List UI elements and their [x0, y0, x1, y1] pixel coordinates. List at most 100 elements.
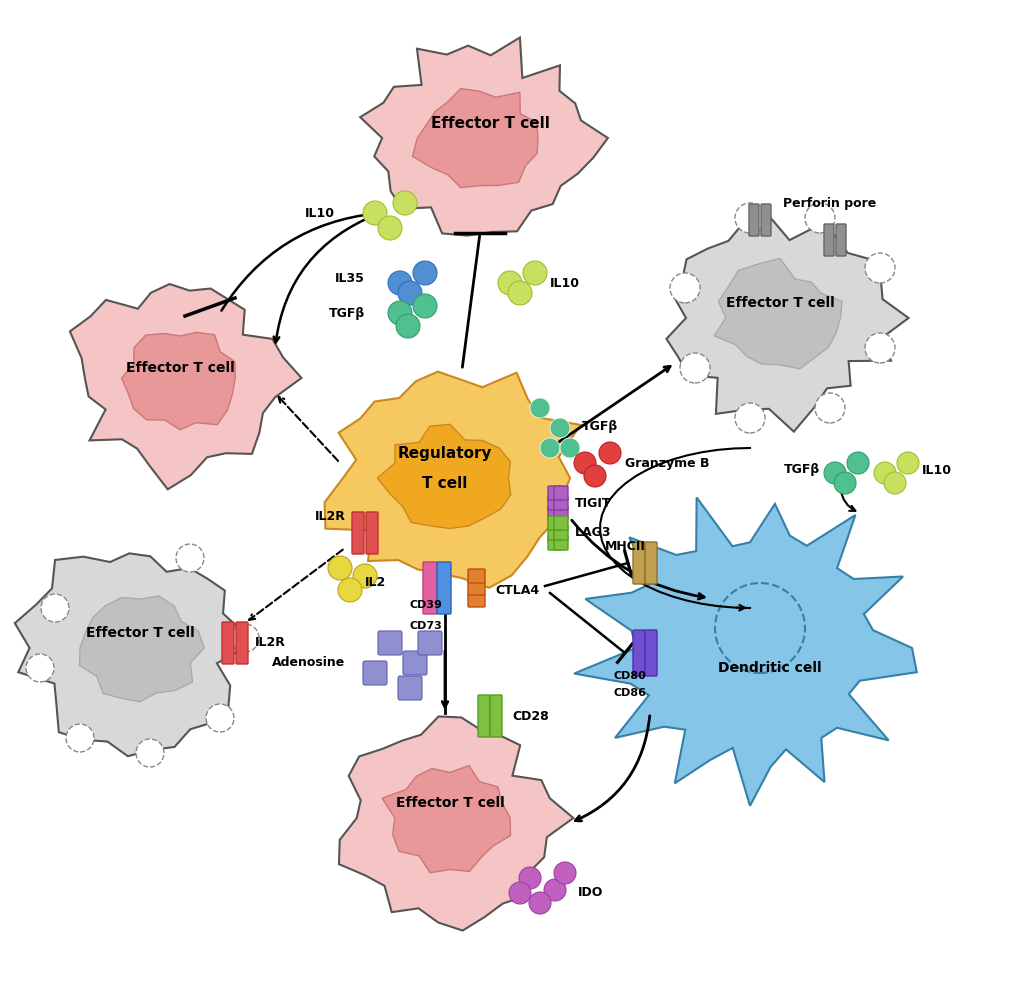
FancyBboxPatch shape — [548, 506, 562, 520]
Text: IL2: IL2 — [365, 577, 386, 590]
Circle shape — [413, 261, 437, 285]
Text: TIGIT: TIGIT — [575, 496, 611, 510]
FancyBboxPatch shape — [478, 695, 490, 737]
FancyBboxPatch shape — [836, 224, 846, 256]
Text: Regulatory: Regulatory — [397, 445, 493, 460]
Circle shape — [715, 583, 805, 673]
Circle shape — [805, 203, 835, 233]
FancyBboxPatch shape — [437, 562, 451, 614]
Text: IL35: IL35 — [335, 271, 365, 284]
Text: IL10: IL10 — [922, 463, 952, 476]
Text: Adenosine: Adenosine — [271, 657, 345, 670]
FancyBboxPatch shape — [352, 512, 364, 554]
Circle shape — [540, 438, 560, 458]
Circle shape — [353, 564, 377, 588]
Circle shape — [897, 452, 919, 474]
FancyBboxPatch shape — [423, 562, 437, 614]
FancyBboxPatch shape — [554, 536, 568, 550]
Circle shape — [396, 314, 420, 338]
FancyBboxPatch shape — [554, 516, 568, 530]
FancyBboxPatch shape — [548, 496, 562, 510]
FancyBboxPatch shape — [548, 486, 562, 500]
Text: CD86: CD86 — [613, 688, 646, 698]
FancyBboxPatch shape — [236, 622, 248, 664]
FancyBboxPatch shape — [548, 516, 562, 530]
FancyBboxPatch shape — [548, 526, 562, 540]
Circle shape — [41, 594, 69, 622]
Text: MHCII: MHCII — [604, 540, 645, 553]
Circle shape — [560, 438, 580, 458]
Circle shape — [847, 452, 869, 474]
Circle shape — [393, 191, 417, 215]
Polygon shape — [667, 214, 908, 432]
Text: TGFβ: TGFβ — [582, 419, 618, 432]
Text: TGFβ: TGFβ — [783, 463, 820, 476]
FancyBboxPatch shape — [468, 569, 485, 583]
Circle shape — [66, 724, 94, 752]
FancyBboxPatch shape — [761, 204, 771, 236]
FancyBboxPatch shape — [398, 676, 422, 700]
Circle shape — [884, 472, 906, 494]
FancyBboxPatch shape — [418, 631, 442, 655]
Text: Effector T cell: Effector T cell — [726, 296, 835, 310]
Polygon shape — [14, 553, 245, 756]
Text: Effector T cell: Effector T cell — [86, 626, 195, 640]
Circle shape — [554, 862, 575, 884]
Polygon shape — [413, 89, 538, 188]
Circle shape — [328, 556, 352, 580]
Polygon shape — [339, 717, 573, 930]
Polygon shape — [574, 497, 916, 805]
Text: CD73: CD73 — [410, 621, 442, 631]
Circle shape — [176, 544, 204, 572]
FancyBboxPatch shape — [554, 486, 568, 500]
FancyBboxPatch shape — [366, 512, 378, 554]
Circle shape — [815, 393, 845, 423]
Text: T cell: T cell — [422, 475, 468, 490]
Circle shape — [508, 281, 532, 305]
Circle shape — [523, 261, 547, 285]
Circle shape — [338, 578, 362, 602]
FancyBboxPatch shape — [824, 224, 834, 256]
Circle shape — [388, 271, 412, 295]
Circle shape — [26, 654, 54, 682]
Polygon shape — [80, 596, 204, 702]
Polygon shape — [325, 371, 581, 588]
Circle shape — [413, 294, 437, 318]
Circle shape — [584, 465, 606, 487]
FancyBboxPatch shape — [362, 661, 387, 685]
FancyBboxPatch shape — [645, 542, 657, 584]
Circle shape — [874, 462, 896, 484]
Circle shape — [680, 353, 710, 383]
Circle shape — [865, 333, 895, 363]
Polygon shape — [70, 284, 301, 489]
Circle shape — [388, 301, 412, 325]
FancyBboxPatch shape — [490, 695, 502, 737]
Text: LAG3: LAG3 — [575, 527, 611, 540]
Circle shape — [530, 398, 550, 418]
Circle shape — [574, 452, 596, 474]
Text: IL10: IL10 — [550, 276, 580, 289]
Circle shape — [735, 403, 765, 433]
Circle shape — [824, 462, 846, 484]
Text: IDO: IDO — [578, 886, 603, 899]
FancyBboxPatch shape — [468, 593, 485, 607]
Circle shape — [550, 418, 570, 438]
Polygon shape — [122, 332, 236, 430]
Polygon shape — [382, 765, 511, 873]
Text: IL10: IL10 — [305, 207, 335, 220]
Circle shape — [529, 892, 551, 914]
Circle shape — [398, 281, 422, 305]
Circle shape — [735, 203, 765, 233]
Text: CD80: CD80 — [613, 671, 646, 681]
Polygon shape — [714, 258, 842, 369]
Text: TGFβ: TGFβ — [329, 306, 365, 319]
Text: CD28: CD28 — [512, 710, 549, 723]
Text: IL2R: IL2R — [255, 637, 286, 650]
Circle shape — [136, 739, 164, 767]
Text: CD39: CD39 — [410, 600, 442, 610]
Polygon shape — [378, 424, 511, 529]
Circle shape — [362, 201, 387, 225]
Circle shape — [834, 472, 856, 494]
Text: Effector T cell: Effector T cell — [395, 796, 505, 810]
FancyBboxPatch shape — [554, 496, 568, 510]
